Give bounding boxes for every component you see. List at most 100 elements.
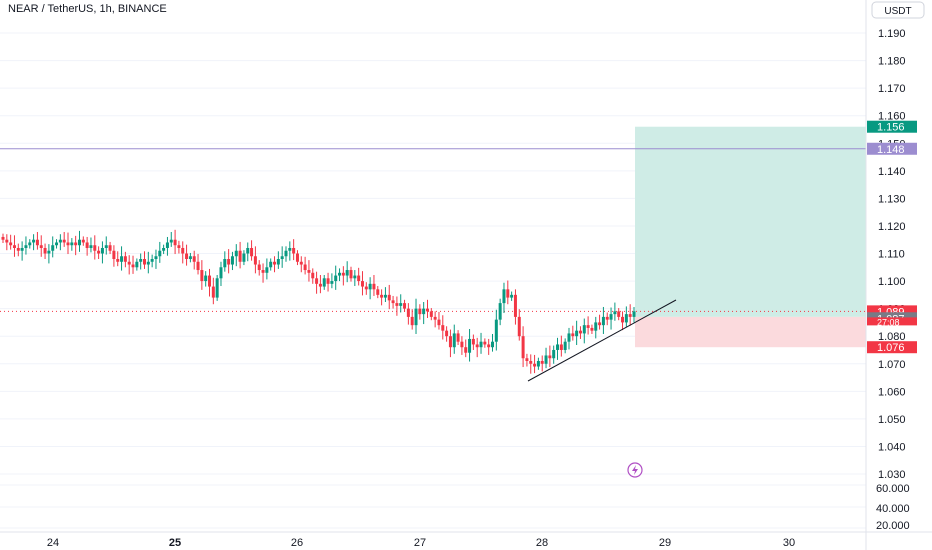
candle <box>35 232 39 250</box>
currency-label: USDT <box>884 6 911 17</box>
candle <box>299 256 303 273</box>
candle <box>483 338 487 348</box>
candle <box>536 357 540 370</box>
candle <box>51 236 55 258</box>
candle <box>598 314 602 330</box>
candle <box>617 308 621 321</box>
time-tick-label: 29 <box>659 537 671 549</box>
candle <box>452 324 456 354</box>
time-axis[interactable]: 24 25 26 27 28 29 30 <box>47 537 795 549</box>
candle <box>162 244 166 255</box>
candle <box>284 246 288 262</box>
candle <box>292 239 296 261</box>
time-tick-label: 30 <box>783 537 795 549</box>
candle <box>1 233 5 244</box>
candle <box>154 249 158 269</box>
candle <box>295 250 299 266</box>
candle <box>422 302 426 325</box>
target-price-tag-label: 1.156 <box>877 122 905 134</box>
candle <box>372 274 376 296</box>
line-price-tag-label: 1.148 <box>877 144 905 156</box>
candle <box>318 274 322 294</box>
candle <box>223 251 227 272</box>
time-tick-label: 28 <box>536 537 548 549</box>
candle <box>139 253 143 270</box>
candle <box>590 324 594 334</box>
lightning-icon[interactable] <box>627 462 643 478</box>
candle <box>173 229 177 255</box>
candle <box>58 234 62 251</box>
candle <box>406 303 410 325</box>
time-tick-label: 24 <box>47 537 59 549</box>
candle <box>418 304 422 320</box>
candle <box>380 289 384 306</box>
candle <box>494 309 498 351</box>
candle <box>376 286 380 299</box>
candle <box>211 277 215 305</box>
candle <box>39 235 43 257</box>
candle <box>20 241 24 261</box>
candle <box>146 251 150 274</box>
candle <box>5 234 9 251</box>
loss-zone[interactable] <box>635 316 866 348</box>
candle <box>571 325 575 341</box>
candle <box>32 234 36 251</box>
candle <box>605 312 609 326</box>
candle <box>475 337 479 358</box>
candle <box>227 249 231 274</box>
candle <box>330 273 334 289</box>
trend-line[interactable] <box>527 299 677 382</box>
candles <box>1 229 636 374</box>
candle <box>120 246 124 271</box>
candle <box>357 267 361 286</box>
candle <box>525 353 529 367</box>
candle <box>552 345 556 364</box>
candle <box>234 244 238 267</box>
candle <box>112 245 116 267</box>
candle <box>395 296 399 316</box>
candle <box>448 329 452 358</box>
candle <box>410 309 414 330</box>
price-tick-label: 1.160 <box>878 111 906 123</box>
candle <box>559 335 563 357</box>
candle <box>108 241 112 255</box>
candle <box>62 232 66 247</box>
candle <box>127 255 131 275</box>
candle <box>491 333 495 352</box>
candle <box>97 246 101 260</box>
price-tick-label: 1.030 <box>878 469 906 481</box>
candle <box>288 241 292 261</box>
candle <box>540 355 544 372</box>
candle <box>250 240 254 261</box>
price-tick-label: 1.110 <box>878 249 905 261</box>
profit-zone[interactable] <box>635 126 866 317</box>
candle <box>230 251 234 271</box>
time-tick-label: 26 <box>291 537 303 549</box>
candle <box>506 280 510 305</box>
price-axis[interactable]: 1.1901.1801.1701.1601.1501.1401.1301.120… <box>878 28 906 481</box>
candle <box>544 347 548 369</box>
candle <box>391 295 395 309</box>
candle <box>556 337 560 360</box>
candle <box>437 311 441 330</box>
candle <box>338 268 342 282</box>
price-tick-label: 1.190 <box>878 28 906 40</box>
candle <box>280 246 284 268</box>
candle <box>521 326 525 368</box>
candle <box>261 263 265 283</box>
candle <box>177 240 181 254</box>
candle <box>55 239 59 249</box>
time-tick-label: 25 <box>169 537 181 549</box>
candle <box>104 236 108 255</box>
candle <box>632 306 636 323</box>
candle <box>93 235 97 260</box>
candle <box>403 299 407 312</box>
candle <box>273 256 277 273</box>
candle <box>204 271 208 287</box>
candle <box>100 241 104 264</box>
currency-button[interactable]: USDT <box>871 1 925 19</box>
candle <box>586 316 590 335</box>
candle <box>487 338 491 355</box>
